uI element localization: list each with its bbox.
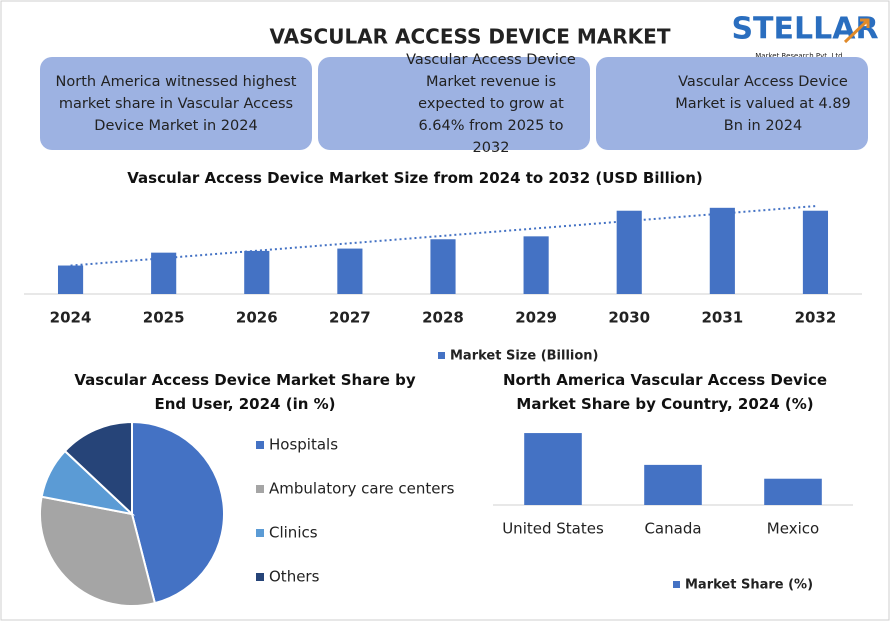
bar: [430, 239, 456, 294]
bar: [151, 252, 177, 294]
x-tick-label: 2025: [143, 309, 185, 327]
main-title: VASCULAR ACCESS DEVICE MARKET: [270, 25, 671, 49]
info-card: Vascular Access Device Market is valued …: [596, 57, 868, 150]
bar: [57, 265, 84, 294]
legend-label: Clinics: [269, 524, 318, 542]
legend-label: Hospitals: [269, 436, 338, 454]
bar: [644, 464, 702, 505]
legend-label: Market Share (%): [685, 578, 813, 593]
legend-swatch: [438, 352, 445, 359]
x-tick-label: Mexico: [767, 520, 819, 538]
x-tick-label: 2030: [608, 309, 650, 327]
bar: [764, 478, 822, 505]
bar: [337, 248, 363, 294]
x-tick-label: 2029: [515, 309, 557, 327]
logo: STELLAR: [731, 12, 878, 47]
chart-title: Vascular Access Device Market Share by E…: [74, 371, 416, 413]
info-card: North America witnessed highest market s…: [40, 57, 312, 150]
x-tick-label: 2028: [422, 309, 464, 327]
legend-label: Market Size (Billion): [450, 349, 599, 364]
x-tick-label: 2026: [236, 309, 278, 327]
chart-title: North America Vascular Access Device Mar…: [502, 371, 828, 413]
legend-label: Others: [269, 568, 320, 586]
legend-label: Ambulatory care centers: [269, 480, 455, 498]
legend-swatch: [256, 573, 264, 581]
bar: [244, 250, 270, 294]
legend-swatch: [256, 529, 264, 537]
legend-swatch: [256, 485, 264, 493]
bar: [709, 207, 735, 294]
pie-slice: [131, 420, 225, 605]
bar: [802, 210, 829, 294]
info-card: Vascular Access Device Market revenue is…: [318, 52, 590, 156]
pie-slice: [63, 420, 133, 517]
bar: [616, 210, 642, 294]
x-tick-label: United States: [502, 520, 604, 538]
x-tick-label: Canada: [644, 520, 701, 538]
x-tick-label: 2024: [50, 309, 92, 327]
x-tick-label: 2031: [701, 309, 743, 327]
pie-slice: [39, 495, 157, 607]
x-tick-label: 2027: [329, 309, 371, 327]
legend-swatch: [673, 581, 680, 588]
x-tick-label: 2032: [795, 309, 837, 327]
chart-title: Vascular Access Device Market Size from …: [127, 169, 703, 187]
logo-arrow: [843, 18, 870, 44]
legend-swatch: [256, 441, 264, 449]
logo-tagline: Market Research Pvt. Ltd.: [755, 52, 845, 60]
bar: [523, 236, 549, 294]
bar: [524, 433, 582, 505]
